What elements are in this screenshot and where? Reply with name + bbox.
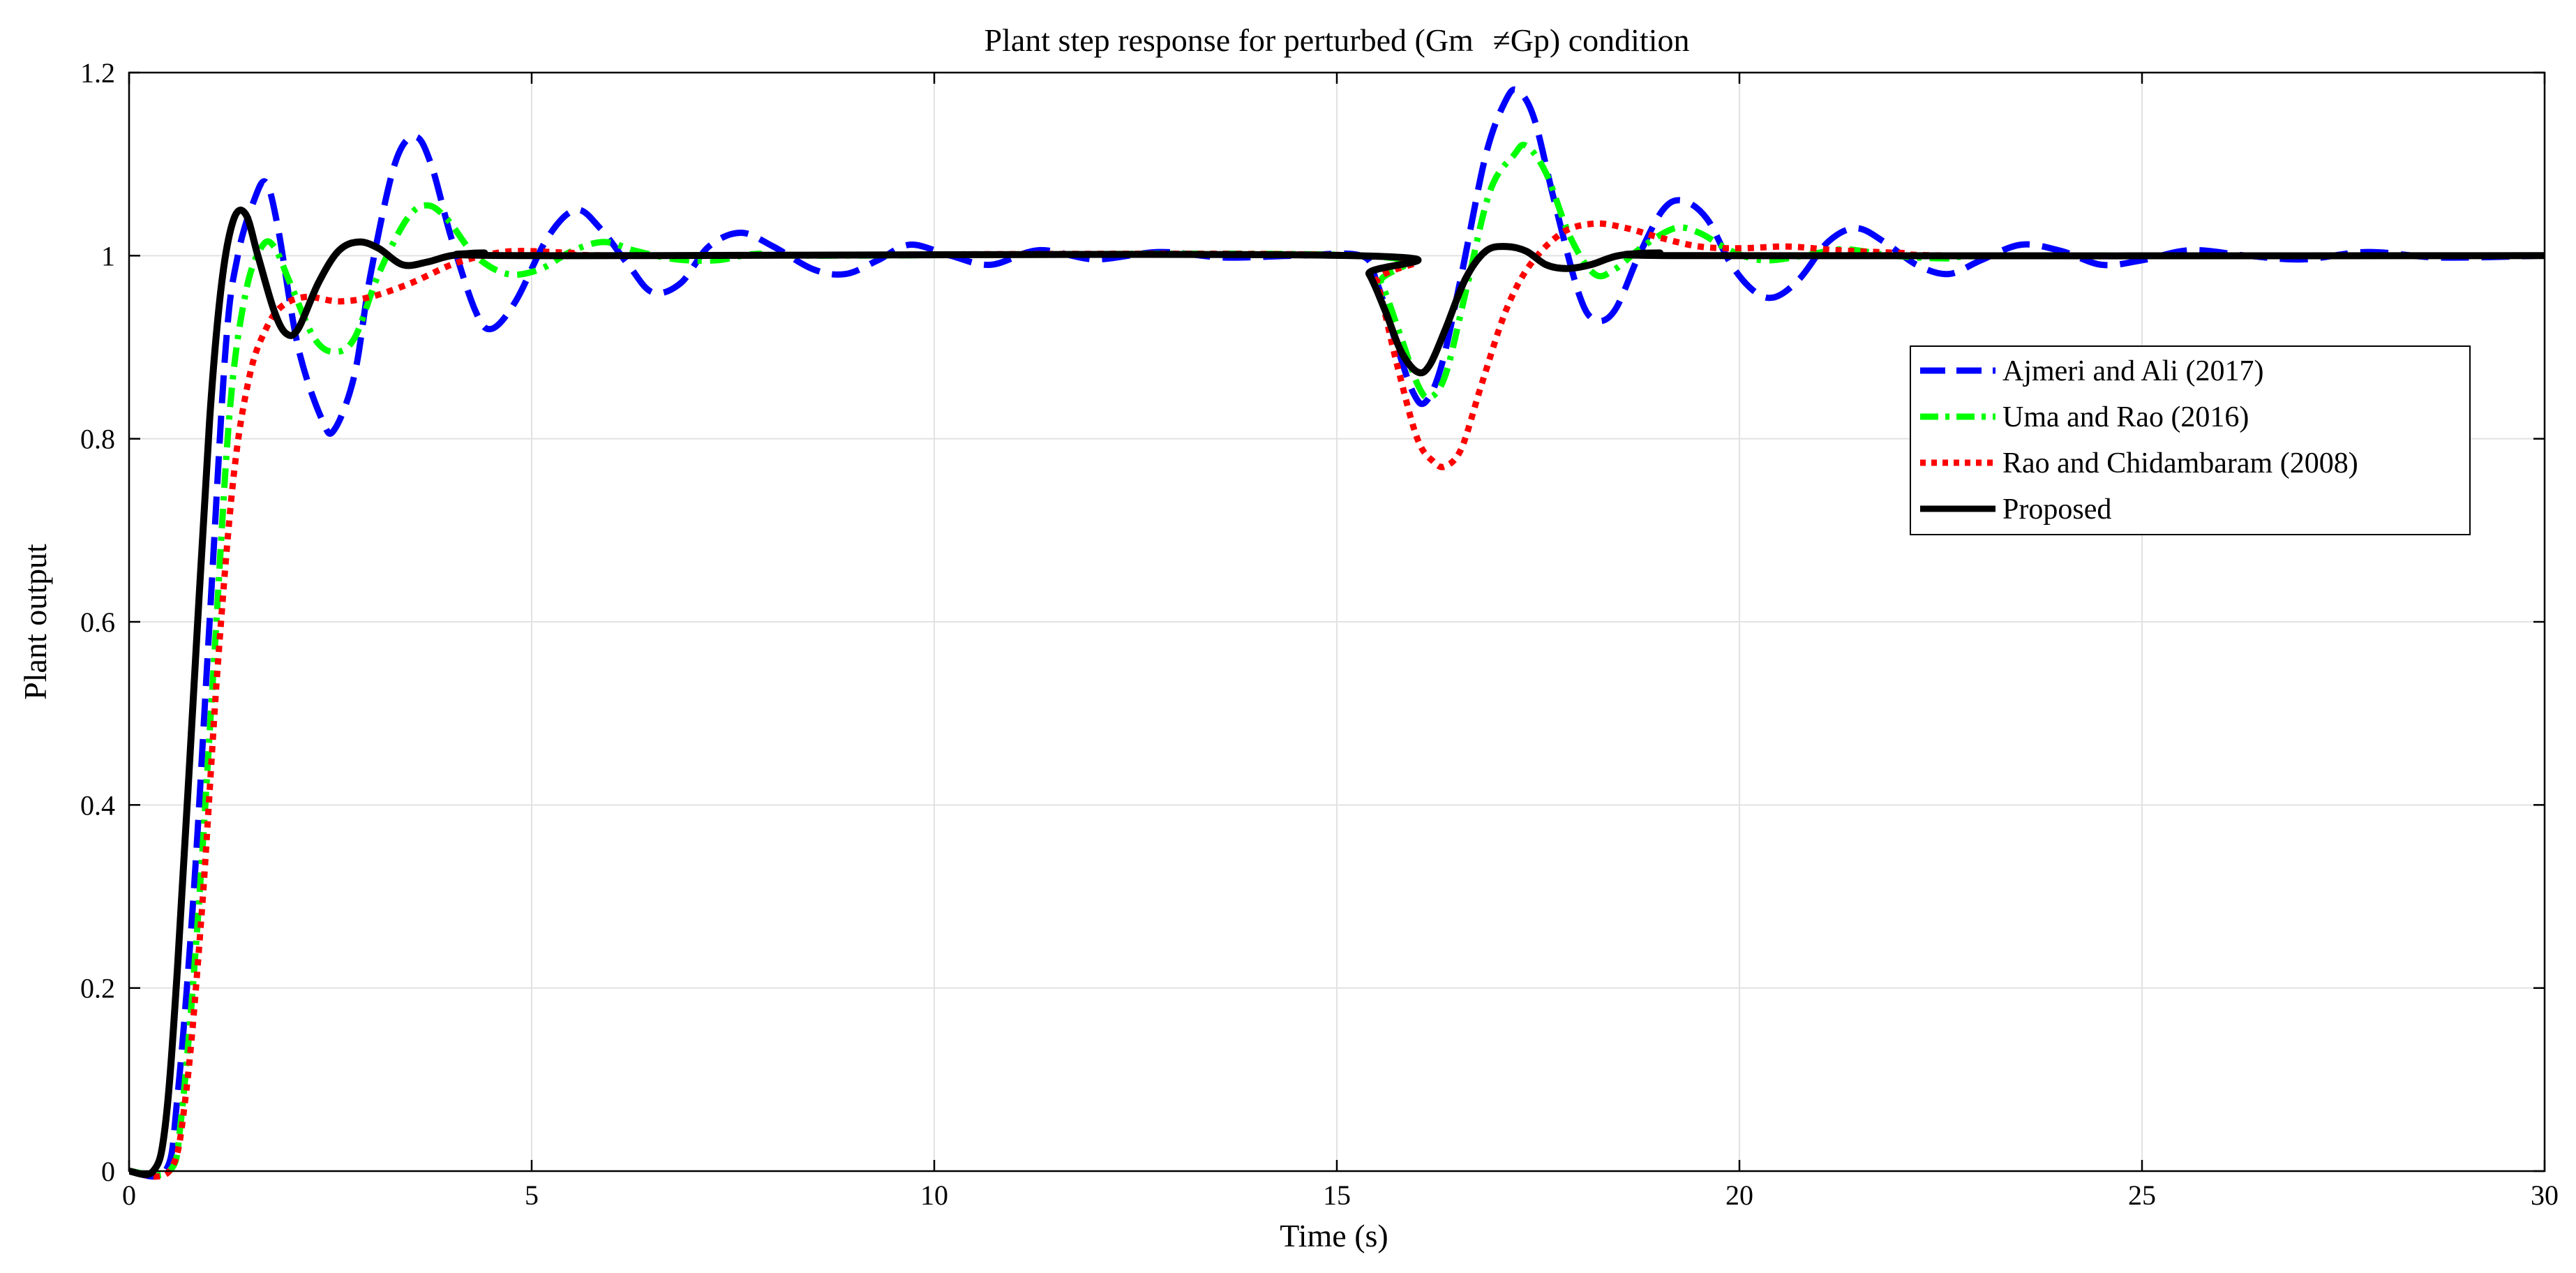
series-proposed-line [128, 207, 2545, 1178]
x-axis-label: Time (s) [1280, 1218, 1388, 1253]
y-tick-label: 0.4 [80, 789, 115, 821]
x-tick-label: 20 [1725, 1179, 1753, 1211]
y-tick-label: 1 [101, 240, 115, 271]
x-tick-label: 15 [1323, 1179, 1351, 1211]
x-tick-label: 0 [122, 1179, 136, 1211]
grid [129, 73, 2545, 1171]
legend-box [1910, 345, 2471, 535]
plot-series [128, 86, 2545, 1180]
y-tick-label: 0.8 [80, 424, 115, 455]
x-tick-label: 30 [2531, 1179, 2559, 1211]
axis-ticks: 0 5 10 15 20 25 30 0 0.2 0.4 0.6 0.8 1 1.2 [80, 57, 2559, 1211]
legend-label-ajmeri: Ajmeri and Ali (2017) [2002, 355, 2263, 387]
legend-label-rao: Rao and Chidambaram (2008) [2002, 447, 2358, 479]
series-uma-line [128, 142, 2545, 1179]
x-tick-label: 5 [525, 1179, 539, 1211]
y-axis-label: Plant output [17, 544, 53, 700]
y-tick-label: 0.2 [80, 973, 115, 1004]
x-tick-label: 10 [920, 1179, 948, 1211]
x-tick-label: 25 [2128, 1179, 2156, 1211]
legend-label-uma: Uma and Rao (2016) [2002, 401, 2249, 433]
y-tick-label: 0 [101, 1156, 115, 1187]
y-tick-label: 0.6 [80, 606, 115, 638]
legend-label-proposed: Proposed [2002, 493, 2111, 526]
legend: Ajmeri and Ali (2017) Uma and Rao (2016)… [1910, 345, 2471, 535]
chart-title: Plant step response for perturbed (Gm ≠G… [984, 22, 1690, 58]
y-tick-label: 1.2 [80, 57, 115, 89]
